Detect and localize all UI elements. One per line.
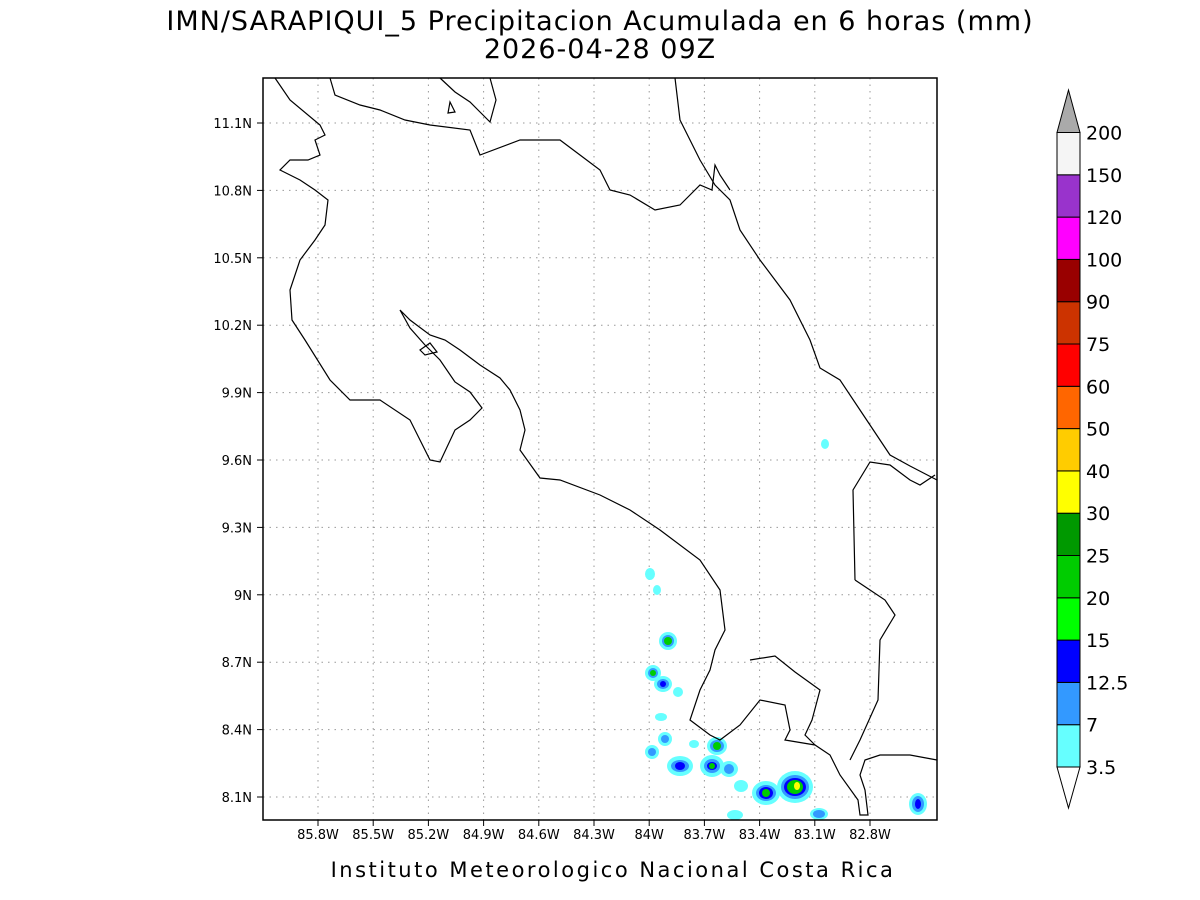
colorbar-label: 15 (1086, 630, 1110, 652)
colorbar-segment (1056, 343, 1081, 387)
x-tick-label: 84W (634, 828, 664, 843)
colorbar-segment (1056, 555, 1081, 599)
x-tick-label: 85.8W (297, 828, 339, 843)
axis-labels: 85.8W 85.5W 85.2W 84.9W 84.6W 84.3W 84W 83.7W 83… (213, 117, 891, 843)
colorbar-label: 12.5 (1086, 672, 1128, 694)
footer: Instituto Meteorologico Nacional Costa R… (331, 858, 896, 882)
colorbar-segment (1056, 174, 1081, 218)
colorbar-label: 120 (1086, 207, 1122, 229)
y-tick-label: 8.7N (222, 656, 252, 671)
colorbar-label: 25 (1086, 546, 1110, 568)
y-tick-label: 9.9N (222, 387, 252, 402)
y-tick-label: 9N (234, 589, 252, 604)
x-tick-label: 83.4W (739, 828, 781, 843)
colorbar-label: 30 (1086, 503, 1110, 525)
grid (263, 78, 937, 820)
colorbar-label: 3.5 (1086, 757, 1116, 779)
colorbar-label: 40 (1086, 461, 1110, 483)
subtitle: 2026-04-28 09Z (484, 34, 716, 65)
colorbar-segment (1056, 639, 1081, 683)
colorbar-segment (1056, 470, 1081, 514)
colorbar-label: 20 (1086, 588, 1110, 610)
colorbar-segment (1056, 597, 1081, 641)
colorbar-under (1056, 766, 1081, 810)
colorbar-segment (1056, 681, 1081, 726)
x-tick-label: 84.3W (573, 828, 615, 843)
colorbar-label: 150 (1086, 165, 1122, 187)
colorbar-label: 200 (1086, 123, 1122, 145)
map-frame (262, 77, 938, 821)
x-tick-label: 85.5W (352, 828, 394, 843)
x-tick-label: 83.1W (794, 828, 836, 843)
y-tick-label: 9.6N (222, 454, 252, 469)
x-tick-label: 83.7W (683, 828, 725, 843)
colorbar-segment (1056, 216, 1081, 260)
y-tick-label: 8.1N (222, 791, 252, 806)
colorbar-segment (1056, 724, 1081, 768)
colorbar-segment (1056, 301, 1081, 345)
colorbar-segment (1056, 132, 1081, 176)
x-tick-label: 85.2W (407, 828, 449, 843)
colorbar-segment (1056, 512, 1081, 557)
coastlines (274, 77, 938, 816)
colorbar-segment (1056, 385, 1081, 430)
colorbar-label: 60 (1086, 376, 1110, 398)
title: IMN/SARAPIQUI_5 Precipitacion Acumulada … (166, 6, 1033, 37)
y-tick-label: 10.5N (213, 252, 252, 267)
colorbar-over (1056, 88, 1081, 133)
precipitation (645, 439, 927, 820)
colorbar-segment (1056, 258, 1081, 303)
colorbar-segment (1056, 428, 1081, 472)
colorbar-label: 75 (1086, 334, 1110, 356)
x-tick-label: 84.6W (518, 828, 560, 843)
y-tick-label: 10.2N (213, 319, 252, 334)
y-tick-label: 11.1N (213, 117, 252, 132)
colorbar: 3.5 7 12.5 15 20 25 30 40 50 60 75 90 100 120 150 200 (1056, 88, 1128, 810)
y-tick-label: 9.3N (222, 521, 252, 536)
colorbar-label: 100 (1086, 249, 1122, 271)
colorbar-label: 90 (1086, 292, 1110, 314)
x-tick-label: 84.9W (463, 828, 505, 843)
x-tick-label: 82.8W (849, 828, 891, 843)
y-tick-label: 10.8N (213, 184, 252, 199)
colorbar-label: 7 (1086, 715, 1098, 737)
colorbar-label: 50 (1086, 419, 1110, 441)
y-tick-label: 8.4N (222, 724, 252, 739)
